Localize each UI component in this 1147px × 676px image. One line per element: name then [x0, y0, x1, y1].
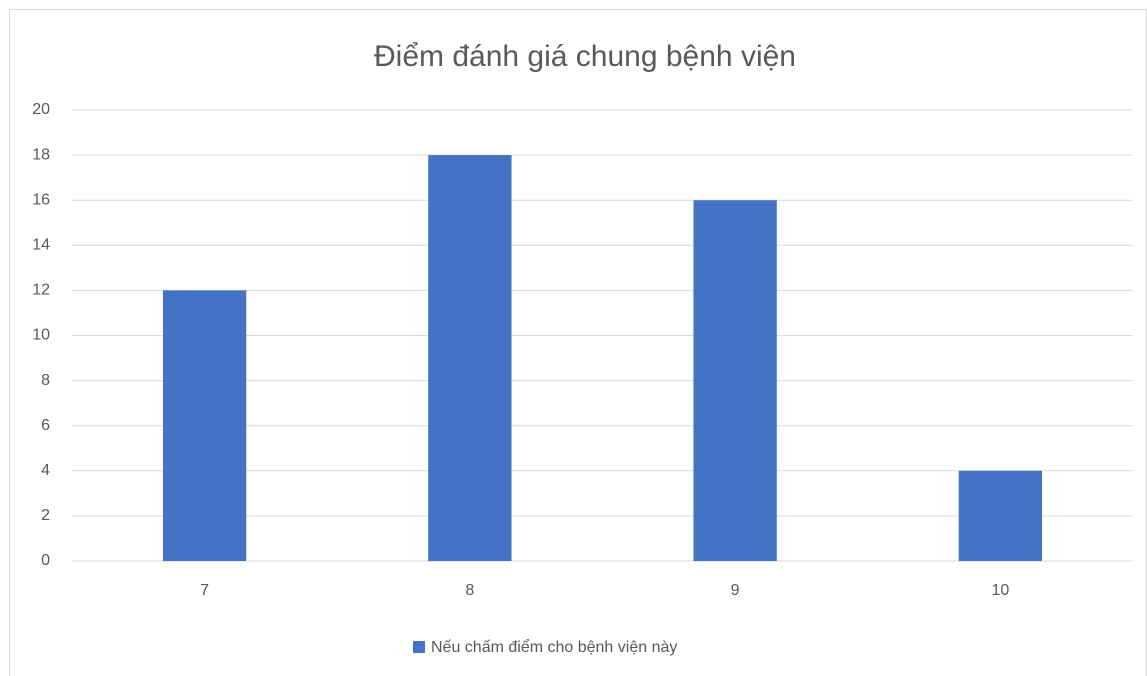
x-tick-label: 7	[200, 582, 209, 599]
chart-title: Điểm đánh giá chung bệnh viện	[374, 40, 796, 73]
bar	[958, 470, 1043, 561]
y-tick-label: 4	[41, 462, 50, 479]
y-tick-label: 6	[41, 417, 50, 434]
x-tick-label: 9	[731, 582, 740, 599]
y-tick-label: 12	[32, 282, 50, 299]
legend-label: Nếu chấm điểm cho bệnh viện này	[431, 638, 677, 656]
x-tick-label: 8	[465, 582, 474, 599]
y-tick-label: 0	[41, 552, 50, 569]
bar	[162, 290, 247, 561]
y-tick-label: 18	[32, 146, 50, 163]
bar	[693, 200, 777, 561]
y-tick-label: 10	[32, 327, 50, 344]
y-tick-label: 16	[32, 191, 50, 208]
y-tick-label: 2	[41, 507, 50, 524]
legend-swatch	[413, 641, 425, 653]
x-tick-label: 10	[991, 582, 1009, 599]
y-tick-label: 8	[41, 372, 50, 389]
y-tick-label: 14	[32, 237, 50, 254]
y-tick-label: 20	[32, 101, 50, 118]
bar	[428, 155, 512, 561]
